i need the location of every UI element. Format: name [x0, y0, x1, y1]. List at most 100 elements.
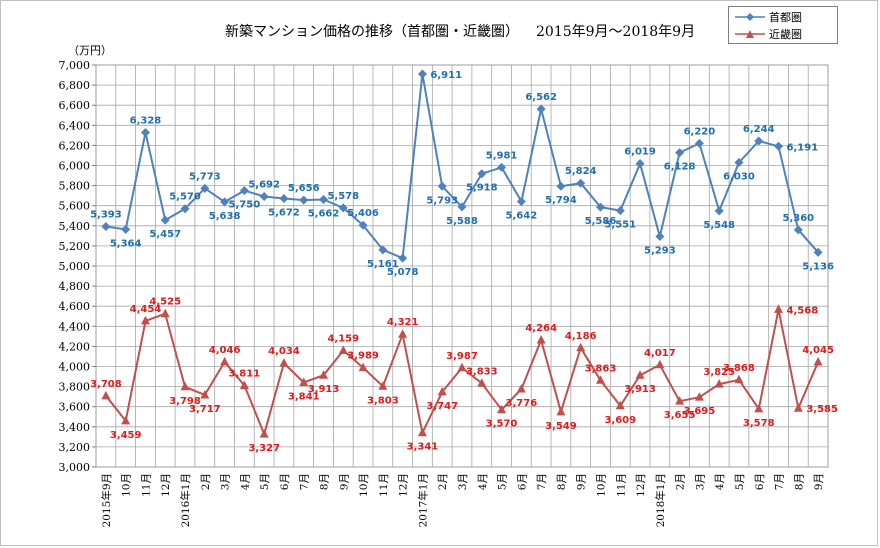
data-label: 5,642 [506, 210, 538, 221]
data-point [754, 403, 764, 413]
x-tick-label: 2018年1月 [654, 473, 667, 527]
data-point [378, 245, 388, 255]
data-point [437, 386, 447, 396]
grid [95, 64, 829, 468]
x-tick-label: 4月 [714, 473, 726, 490]
data-label: 4,045 [802, 345, 834, 356]
data-point [180, 204, 190, 214]
y-tick-label: 4,400 [59, 320, 91, 333]
y-tick-label: 5,800 [59, 180, 91, 193]
data-label: 3,811 [229, 368, 261, 379]
data-label: 6,019 [624, 147, 656, 158]
data-label: 3,803 [367, 395, 399, 406]
data-point [239, 380, 249, 389]
data-point [516, 196, 526, 206]
y-tick-label: 3,800 [59, 381, 91, 394]
data-label: 3,776 [506, 398, 538, 409]
y-tick-label: 5,400 [59, 220, 91, 233]
data-point [398, 329, 408, 338]
x-tick-label: 10月 [595, 473, 607, 497]
data-label: 5,824 [565, 166, 597, 177]
data-point [734, 157, 744, 167]
data-point [576, 178, 586, 188]
data-point [477, 378, 487, 387]
y-tick-label: 3,600 [59, 401, 91, 414]
x-tick-label: 7月 [299, 473, 311, 490]
data-point [774, 141, 784, 151]
y-tick-label: 4,000 [59, 361, 91, 374]
data-label: 6,562 [525, 92, 557, 103]
x-tick-label: 10月 [121, 473, 133, 497]
data-label: 3,578 [743, 418, 775, 429]
data-label: 5,586 [585, 216, 617, 227]
x-tick-label: 3月 [457, 473, 469, 490]
data-point [180, 381, 190, 391]
data-point [536, 104, 546, 114]
x-tick-label: 9月 [576, 473, 588, 490]
data-point [259, 429, 269, 438]
data-point [635, 370, 645, 379]
x-tick-label: 7月 [536, 473, 548, 490]
data-point [595, 202, 605, 212]
data-point [516, 384, 526, 393]
y-tick-label: 5,200 [59, 240, 91, 253]
x-tick-label: 2017年1月 [416, 473, 429, 527]
data-point [279, 193, 289, 203]
x-tick-label: 12月 [160, 473, 172, 497]
data-label: 5,570 [169, 192, 201, 203]
data-label: 3,459 [110, 430, 142, 441]
x-tick-label: 2月 [437, 473, 449, 490]
data-point [378, 381, 388, 390]
data-point [417, 69, 427, 79]
data-label: 3,825 [703, 367, 735, 378]
data-label: 5,161 [367, 259, 399, 270]
y-tick-label: 3,200 [59, 441, 91, 454]
chart-period: 2015年9月～2018年9月 [536, 24, 696, 40]
data-point [140, 128, 150, 138]
data-point [734, 374, 744, 384]
data-label: 5,692 [248, 179, 280, 190]
data-point [259, 191, 269, 201]
data-label: 6,244 [743, 124, 775, 135]
data-label: 3,863 [585, 363, 617, 374]
data-label: 5,793 [426, 195, 458, 206]
data-label: 4,046 [209, 345, 241, 356]
x-tick-label: 11月 [378, 473, 390, 497]
data-label: 5,360 [783, 213, 815, 224]
data-label: 5,548 [703, 220, 735, 231]
data-label: 5,078 [387, 267, 419, 278]
x-tick-label: 2月 [675, 473, 687, 490]
data-point [556, 181, 566, 191]
data-point [694, 138, 704, 148]
data-label: 5,364 [110, 238, 142, 249]
data-label: 4,034 [268, 346, 300, 357]
data-point [338, 203, 348, 213]
legend-swatch-diamond-icon [735, 13, 765, 21]
data-label: 3,609 [604, 415, 636, 426]
data-point [160, 308, 170, 318]
data-label: 3,570 [486, 419, 518, 430]
x-tick-label: 2016年1月 [179, 473, 192, 527]
x-tick-label: 4月 [239, 473, 251, 490]
data-point [299, 377, 309, 386]
data-point [536, 334, 546, 344]
data-label: 5,918 [466, 183, 498, 194]
x-tick-label: 12月 [635, 473, 647, 497]
data-point [675, 396, 685, 405]
x-tick-label: 10月 [358, 473, 370, 497]
chart-title: 新築マンション価格の推移（首都圏・近畿圏） [225, 24, 519, 40]
data-label: 4,017 [644, 348, 676, 359]
x-tick-label: 3月 [694, 473, 706, 490]
data-label: 3,747 [426, 401, 458, 412]
data-point [813, 356, 823, 366]
data-point [556, 406, 566, 416]
data-label: 3,841 [288, 391, 320, 402]
data-label: 6,128 [664, 162, 696, 173]
data-point [101, 222, 111, 232]
y-tick-label: 4,200 [59, 340, 91, 353]
data-point [220, 197, 230, 207]
y-tick-label: 6,000 [59, 160, 91, 173]
data-label: 6,030 [723, 171, 755, 182]
data-point [477, 169, 487, 179]
data-label: 3,717 [189, 404, 221, 415]
